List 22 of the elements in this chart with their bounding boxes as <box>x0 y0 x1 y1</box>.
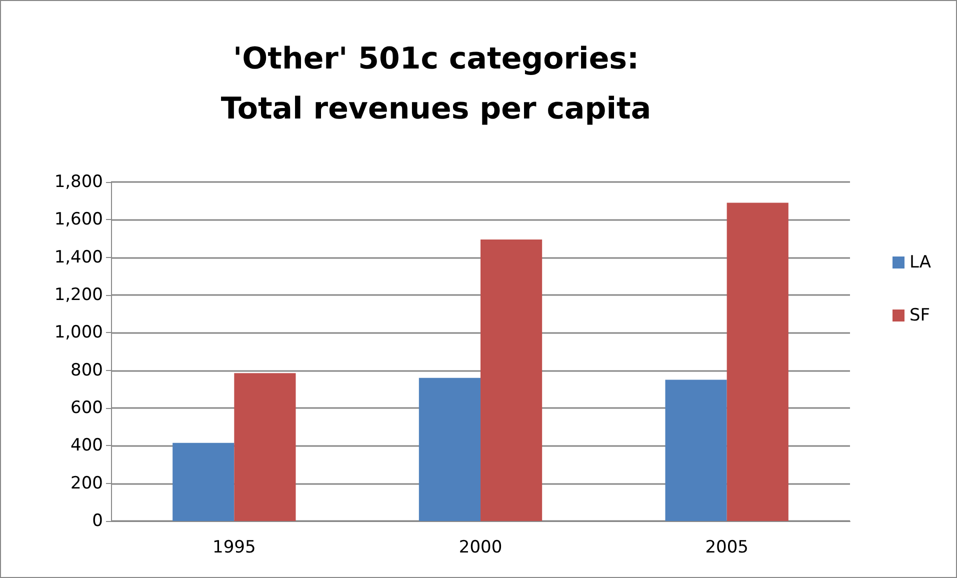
y-tick-label: 1,000 <box>54 322 103 343</box>
y-tick-label: 1,600 <box>54 210 103 230</box>
y-tick-label: 800 <box>70 360 103 380</box>
bar <box>665 380 727 521</box>
bar <box>480 239 542 521</box>
y-tick-label: 200 <box>70 473 103 494</box>
y-tick-label: 1,400 <box>54 247 103 268</box>
y-tick-label: 400 <box>70 436 103 456</box>
bar <box>418 378 480 521</box>
y-tick-label: 0 <box>92 511 103 531</box>
y-tick-label: 1,800 <box>54 172 103 192</box>
legend-label: SF <box>910 306 930 326</box>
y-tick-label: 600 <box>70 398 103 418</box>
chart-title: 'Other' 501c categories: Total revenues per capita <box>220 42 652 126</box>
bar <box>234 373 296 521</box>
bar <box>726 202 788 521</box>
legend-label: LA <box>910 252 932 272</box>
x-tick-label: 2000 <box>458 538 502 558</box>
x-tick-label: 1995 <box>212 538 256 558</box>
x-tick-label: 2005 <box>705 538 748 558</box>
y-tick-label: 1,200 <box>54 285 103 305</box>
bar <box>172 442 234 521</box>
